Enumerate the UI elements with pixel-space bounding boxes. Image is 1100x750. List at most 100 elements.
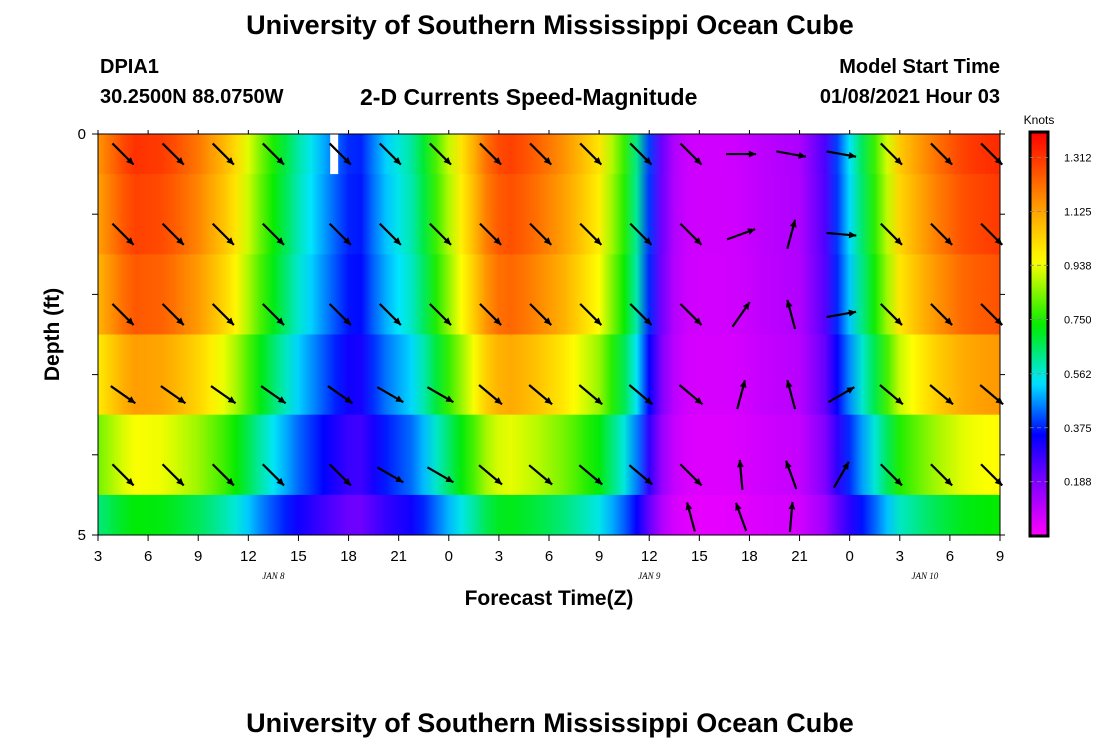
current-vector-r4-c0 [111, 463, 135, 487]
x-tick-label-2: 9 [194, 548, 202, 565]
current-vector-r4-c8 [528, 464, 553, 486]
current-vector-r3-c5 [376, 386, 404, 404]
x-tick-label-14: 21 [791, 548, 808, 565]
current-vector-r3-c15 [879, 384, 904, 406]
current-vector-r0-c6 [429, 142, 452, 166]
current-vector-r3-c14 [827, 386, 855, 404]
x-tick-label-13: 18 [741, 548, 758, 565]
current-vector-r0-c16 [930, 142, 953, 166]
colorbar-tick-label-5: 0.375 [1064, 423, 1092, 435]
current-vector-r3-c10 [628, 384, 654, 406]
current-vector-r0-c4 [328, 142, 352, 166]
x-tick-label-4: 15 [290, 548, 307, 565]
heatmap-layer [98, 134, 1000, 536]
x-tick-label-7: 0 [445, 548, 453, 565]
heatmap-band-5 [98, 494, 1000, 536]
current-vector-r1-c6 [429, 222, 452, 246]
current-vector-r2-c0 [111, 303, 135, 326]
current-vector-r0-c12 [726, 150, 757, 158]
colorbar-tick-label-6: 0.188 [1064, 477, 1092, 489]
date-label-0: JAN 8 [262, 571, 285, 581]
x-tick-label-8: 3 [495, 548, 503, 565]
current-vector-r2-c1 [161, 303, 185, 326]
current-vector-r2-c16 [930, 303, 953, 326]
station-coordinates: 30.2500N 88.0750W [100, 86, 284, 108]
y-axis-label: Depth (ft) [41, 288, 64, 381]
current-vector-r2-c2 [211, 303, 235, 326]
current-vector-r3-c8 [528, 384, 553, 406]
current-vector-r0-c2 [211, 142, 235, 166]
current-vector-r3-c13 [785, 379, 797, 410]
current-vector-r4-c13 [785, 460, 798, 490]
current-vector-r2-c14 [826, 309, 857, 319]
colorbar-tick-label-0: 1.312 [1064, 152, 1092, 164]
current-vector-r0-c5 [378, 142, 402, 166]
current-vector-r0-c3 [262, 142, 285, 166]
current-vector-r3-c6 [426, 386, 454, 404]
x-tick-label-1: 6 [144, 548, 152, 565]
current-vector-r0-c7 [479, 142, 502, 166]
x-tick-label-11: 12 [641, 548, 658, 565]
x-tick-label-0: 3 [94, 548, 102, 565]
x-tick-label-12: 15 [691, 548, 708, 565]
footer-title: University of Southern Mississippi Ocean… [246, 708, 854, 738]
current-vector-r1-c3 [262, 222, 285, 246]
current-vector-bottom-2 [788, 501, 796, 532]
current-vector-r1-c10 [629, 222, 653, 246]
current-vector-r2-c3 [262, 303, 285, 326]
current-vector-r1-c12 [726, 228, 756, 241]
current-vector-r3-c16 [929, 384, 954, 406]
current-vector-r0-c15 [880, 142, 903, 166]
current-vector-r4-c9 [578, 464, 603, 486]
current-vector-r0-c13 [776, 150, 807, 159]
current-vector-r0-c10 [629, 142, 653, 166]
colorbar: 1.312 1.125 0.938 0.750 0.562 0.375 0.188 Knots [1024, 113, 1092, 538]
current-vector-r4-c14 [832, 461, 850, 489]
missing-data-gap [330, 134, 339, 175]
current-vector-r3-c2 [210, 385, 237, 405]
current-vector-r4-c3 [262, 463, 285, 487]
current-vector-r1-c1 [161, 222, 185, 246]
date-label-2: JAN 10 [911, 571, 938, 581]
current-vector-r1-c4 [328, 222, 352, 246]
model-start-value: 01/08/2021 Hour 03 [819, 86, 1000, 108]
x-tick-label-16: 3 [896, 548, 904, 565]
current-vector-r0-c0 [111, 142, 135, 166]
x-tick-label-9: 6 [545, 548, 553, 565]
colorbar-tick-label-4: 0.562 [1064, 369, 1092, 381]
current-vector-r2-c12 [731, 301, 751, 328]
current-vector-r4-c16 [930, 463, 953, 487]
colorbar-unit-label: Knots [1024, 113, 1055, 127]
current-vector-bottom-0 [685, 502, 696, 532]
colorbar-tick-label-1: 1.125 [1064, 206, 1092, 218]
x-tick-label-17: 6 [946, 548, 954, 565]
current-vector-r4-c5 [376, 466, 404, 484]
current-vector-r4-c4 [328, 463, 352, 487]
current-vector-r0-c1 [161, 142, 185, 166]
current-vector-r3-c12 [736, 379, 747, 410]
x-tick-label-3: 12 [240, 548, 257, 565]
colorbar-tick-label-2: 0.938 [1064, 260, 1092, 272]
axis-layer: 3 6 9 12 15 18 21 0 3 6 9 12 15 18 21 0 3 6 9 JAN 8 JAN 9 JAN… [41, 126, 1005, 610]
heatmap-band-0 [98, 134, 1000, 175]
x-tick-label-15: 0 [845, 548, 853, 565]
current-vector-r2-c8 [529, 303, 553, 326]
current-vector-r1-c9 [579, 222, 603, 246]
y-tick-label-0: 0 [78, 126, 86, 143]
current-vector-r0-c11 [679, 142, 703, 166]
current-vector-r4-c1 [161, 463, 185, 487]
current-vector-r2-c10 [629, 303, 653, 326]
current-vector-r0-c9 [579, 142, 603, 166]
y-tick-label-1: 5 [78, 527, 86, 544]
current-vector-r4-c2 [211, 463, 235, 487]
x-tick-label-10: 9 [595, 548, 603, 565]
current-vector-r4-c7 [478, 464, 503, 486]
current-vector-r1-c15 [880, 222, 903, 246]
colorbar-scale [1028, 130, 1050, 538]
current-vector-r1-c5 [378, 222, 402, 246]
chart-title: University of Southern Mississippi Ocean… [246, 10, 854, 40]
model-start-label: Model Start Time [839, 56, 1000, 78]
current-vector-r2-c11 [679, 303, 703, 326]
x-tick-label-6: 21 [390, 548, 407, 565]
